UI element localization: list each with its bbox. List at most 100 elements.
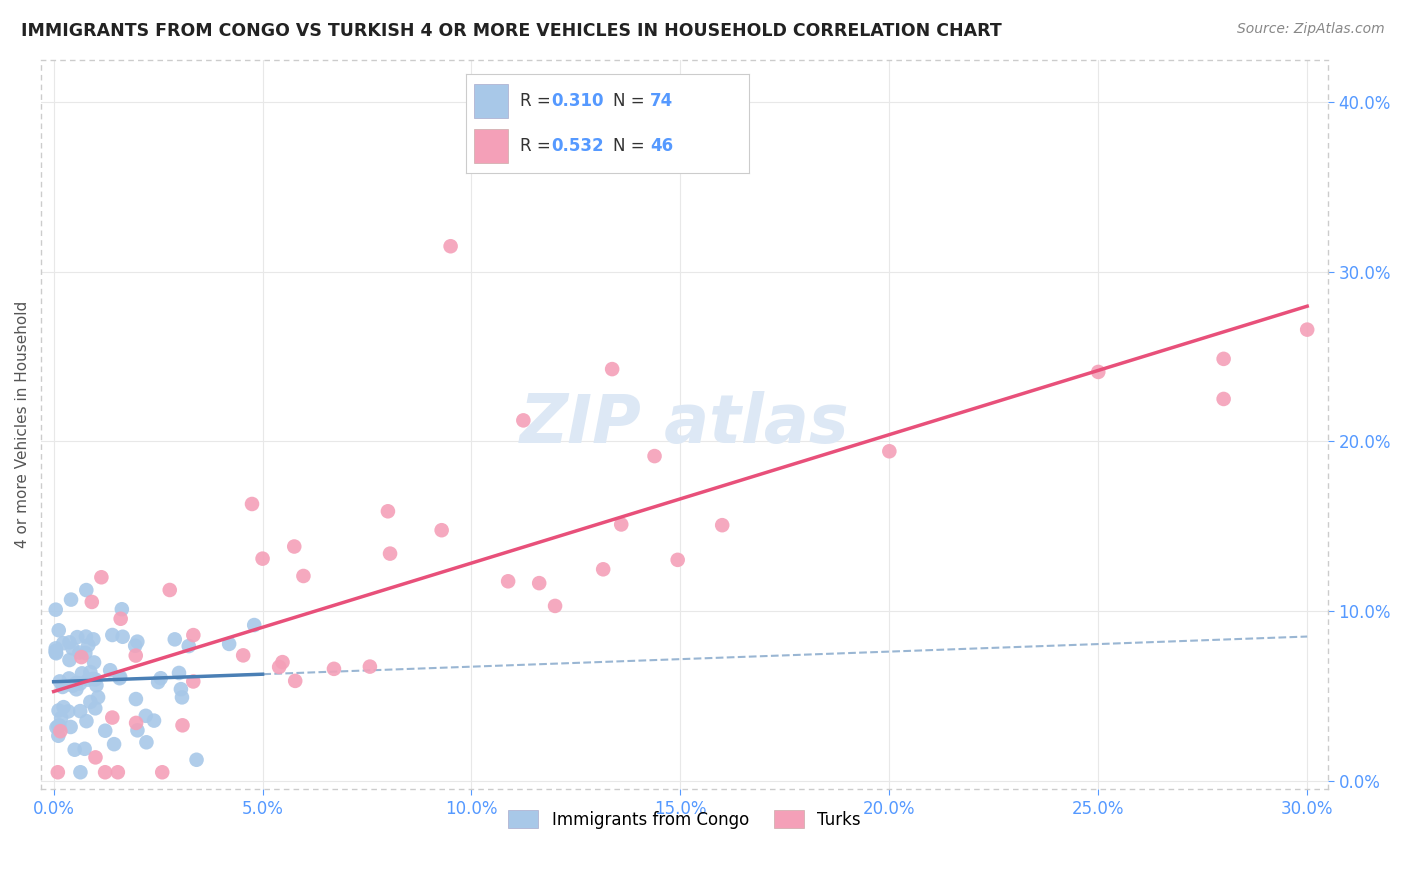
Point: [107, 765, 129, 780]
Point: [49, 674, 72, 689]
Point: [666, 553, 689, 567]
Point: [135, 708, 157, 723]
Point: [75, 583, 97, 598]
Point: [62, 679, 84, 693]
Point: [252, 551, 274, 566]
Point: [45, 646, 67, 660]
Point: [60, 592, 83, 607]
Point: [101, 628, 124, 642]
Point: [48, 718, 70, 732]
Point: [49, 724, 72, 739]
Point: [84, 750, 107, 764]
Point: [111, 602, 134, 616]
Point: [49, 711, 72, 725]
Point: [103, 737, 125, 751]
Point: [439, 239, 461, 253]
Point: [377, 504, 399, 518]
Point: [1087, 365, 1109, 379]
Point: [94, 723, 117, 738]
Point: [56, 705, 79, 719]
Point: [70, 666, 93, 681]
Point: [52, 700, 75, 714]
Point: [149, 671, 172, 685]
Point: [75, 714, 97, 728]
Point: [527, 576, 550, 591]
Point: [87, 690, 110, 705]
Point: [269, 660, 291, 674]
Point: [143, 714, 166, 728]
Point: [69, 765, 91, 780]
Text: ZIP atlas: ZIP atlas: [520, 392, 849, 458]
Point: [359, 659, 381, 673]
Point: [292, 569, 315, 583]
Point: [1212, 351, 1234, 366]
Point: [167, 665, 190, 680]
Point: [124, 639, 146, 653]
Point: [94, 765, 117, 780]
Point: [283, 540, 305, 554]
Point: [170, 682, 193, 697]
Point: [163, 632, 186, 647]
Point: [79, 665, 101, 679]
Point: [170, 690, 193, 705]
Point: [284, 673, 307, 688]
Point: [430, 523, 453, 537]
Point: [125, 715, 148, 730]
Point: [127, 634, 149, 648]
Point: [69, 676, 91, 690]
Point: [610, 517, 633, 532]
Text: IMMIGRANTS FROM CONGO VS TURKISH 4 OR MORE VEHICLES IN HOUSEHOLD CORRELATION CHA: IMMIGRANTS FROM CONGO VS TURKISH 4 OR MO…: [21, 22, 1002, 40]
Point: [150, 765, 173, 780]
Point: [58, 635, 80, 649]
Point: [65, 682, 87, 697]
Point: [218, 637, 240, 651]
Point: [51, 680, 73, 694]
Point: [496, 574, 519, 589]
Point: [73, 741, 96, 756]
Point: [46, 765, 69, 780]
Point: [172, 718, 194, 732]
Point: [271, 655, 294, 669]
Point: [83, 656, 105, 670]
Point: [512, 413, 534, 427]
Point: [60, 641, 83, 656]
Point: [101, 710, 124, 724]
Point: [58, 672, 80, 686]
Point: [45, 644, 67, 658]
Point: [90, 570, 112, 584]
Y-axis label: 4 or more Vehicles in Household: 4 or more Vehicles in Household: [15, 301, 30, 548]
Point: [108, 671, 131, 685]
Point: [378, 547, 401, 561]
Point: [45, 721, 67, 735]
Point: [125, 692, 148, 706]
Point: [46, 719, 69, 733]
Point: [240, 497, 263, 511]
Point: [127, 723, 149, 738]
Point: [59, 720, 82, 734]
Point: [644, 449, 666, 463]
Point: [48, 624, 70, 638]
Point: [146, 675, 169, 690]
Point: [45, 602, 67, 616]
Point: [111, 630, 134, 644]
Point: [592, 562, 614, 576]
Point: [77, 638, 100, 652]
Point: [879, 444, 901, 458]
Point: [711, 518, 734, 533]
Point: [46, 729, 69, 743]
Point: [75, 646, 97, 660]
Point: [600, 362, 623, 376]
Point: [86, 678, 108, 692]
Point: [80, 595, 103, 609]
Point: [67, 646, 90, 660]
Point: [544, 599, 567, 613]
Point: [98, 663, 121, 677]
Point: [66, 630, 89, 644]
Point: [82, 672, 104, 686]
Point: [70, 650, 93, 665]
Point: [177, 639, 200, 653]
Point: [181, 674, 204, 689]
Point: [84, 701, 107, 715]
Text: Source: ZipAtlas.com: Source: ZipAtlas.com: [1237, 22, 1385, 37]
Point: [159, 582, 181, 597]
